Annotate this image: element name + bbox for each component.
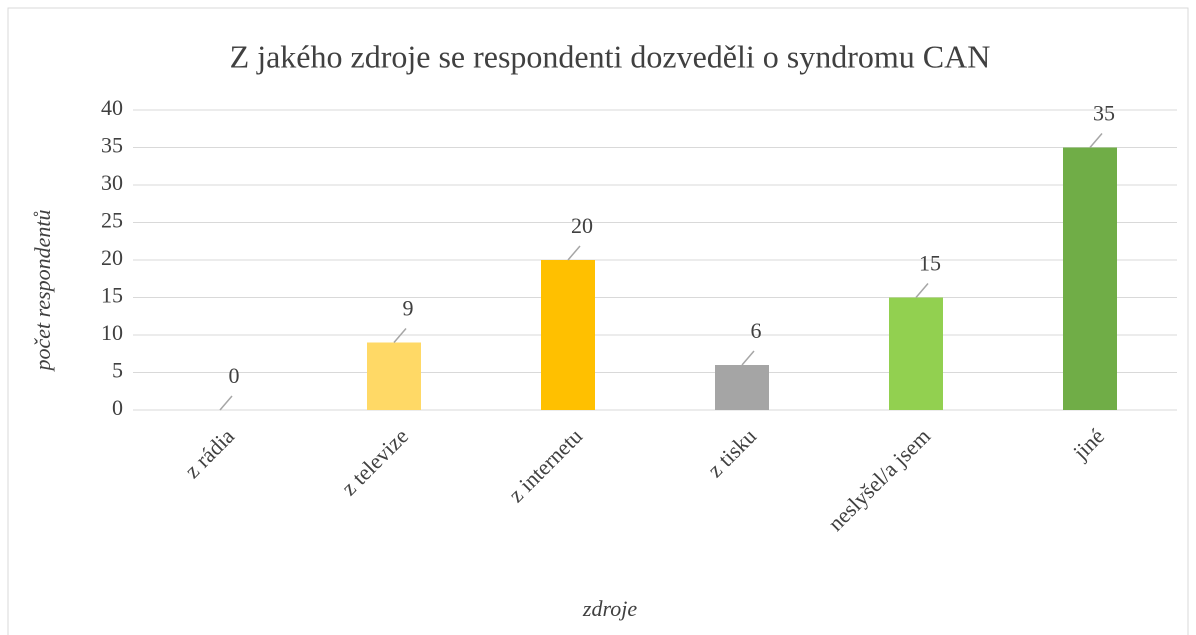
y-tick-label: 10	[101, 320, 123, 345]
bar	[715, 365, 769, 410]
data-label: 6	[751, 318, 762, 343]
y-tick-label: 25	[101, 208, 123, 233]
data-label: 20	[571, 213, 593, 238]
y-tick-label: 20	[101, 245, 123, 270]
y-tick-label: 40	[101, 95, 123, 120]
bar	[541, 260, 595, 410]
y-tick-label: 35	[101, 133, 123, 158]
data-label: 9	[403, 296, 414, 321]
y-tick-label: 30	[101, 170, 123, 195]
bar	[367, 342, 421, 410]
bar	[1063, 147, 1117, 410]
chart-frame	[7, 7, 1189, 635]
leader-line	[219, 395, 233, 411]
data-label: 15	[919, 251, 941, 276]
leader-line	[915, 283, 929, 298]
data-label: 0	[229, 363, 240, 388]
y-tick-label: 15	[101, 283, 123, 308]
bar	[889, 297, 943, 410]
y-tick-label: 0	[112, 395, 123, 420]
y-tick-label: 5	[112, 358, 123, 383]
x-axis-label: zdroje	[582, 596, 637, 621]
leader-line	[567, 245, 581, 261]
leader-line	[1089, 133, 1103, 148]
data-label: 35	[1093, 101, 1115, 126]
y-axis-label: počet respondentů	[30, 209, 55, 372]
leader-line	[393, 328, 407, 343]
leader-line	[741, 350, 755, 366]
chart-title: Z jakého zdroje se respondenti dozveděli…	[230, 38, 991, 74]
